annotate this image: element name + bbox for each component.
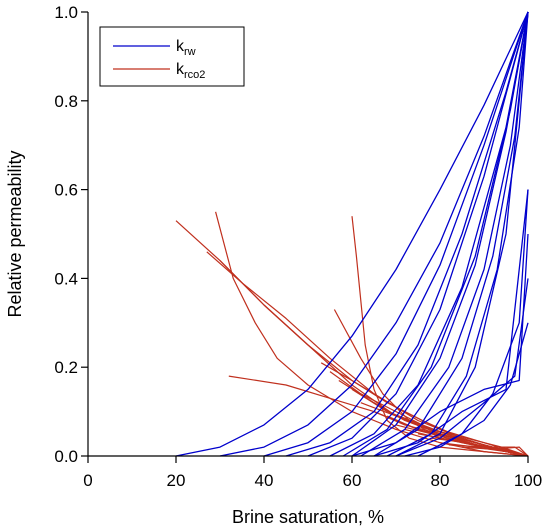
x-tick-label: 40 [255,471,274,490]
series-line-krw-8 [360,11,529,457]
x-axis-title: Brine saturation, % [232,507,384,527]
y-tick-label: 0.0 [54,447,78,466]
y-tick-label: 0.8 [54,92,78,111]
series-line-krco2-18 [215,211,529,457]
y-tick-label: 0.4 [54,269,78,288]
series-line-krw-12 [351,233,529,457]
y-axis-title: Relative permeability [5,150,25,317]
series-line-krw-16 [404,322,529,457]
legend: krw krco2 [99,26,245,87]
legend-label: krw [176,38,196,58]
series-line-krw-2 [263,11,529,457]
series-line-krco2-37 [461,446,529,457]
series-line-krw-14 [395,278,529,457]
y-tick-label: 0.6 [54,181,78,200]
series-line-krw-0 [175,11,529,457]
series-line-krw-11 [395,11,529,457]
series-line-krw-10 [386,11,529,457]
x-tick-label: 80 [431,471,450,490]
x-tick-label: 60 [343,471,362,490]
y-tick-label: 0.2 [54,358,78,377]
series-line-krw-13 [373,189,529,457]
x-tick-label: 0 [83,471,92,490]
axes: 0 20 40 60 80 100 0.0 0.2 0.4 0.6 0.8 1.0 [54,3,542,490]
series-line-krw-7 [351,11,529,457]
plot-lines [175,11,529,457]
legend-label: krco2 [176,61,205,81]
legend-box [99,26,245,87]
series-line-krw-1 [219,11,529,457]
series-line-krw-5 [329,11,529,457]
series-line-krco2-36 [448,444,529,457]
series-line-krco2-21 [351,216,529,457]
series-line-krw-4 [307,11,529,457]
series-line-krw-15 [417,189,529,457]
y-tick-label: 1.0 [54,3,78,22]
x-tick-label: 20 [167,471,186,490]
x-tick-label: 100 [514,471,542,490]
series-line-krw-9 [373,11,529,457]
series-line-krco2-20 [219,260,529,457]
